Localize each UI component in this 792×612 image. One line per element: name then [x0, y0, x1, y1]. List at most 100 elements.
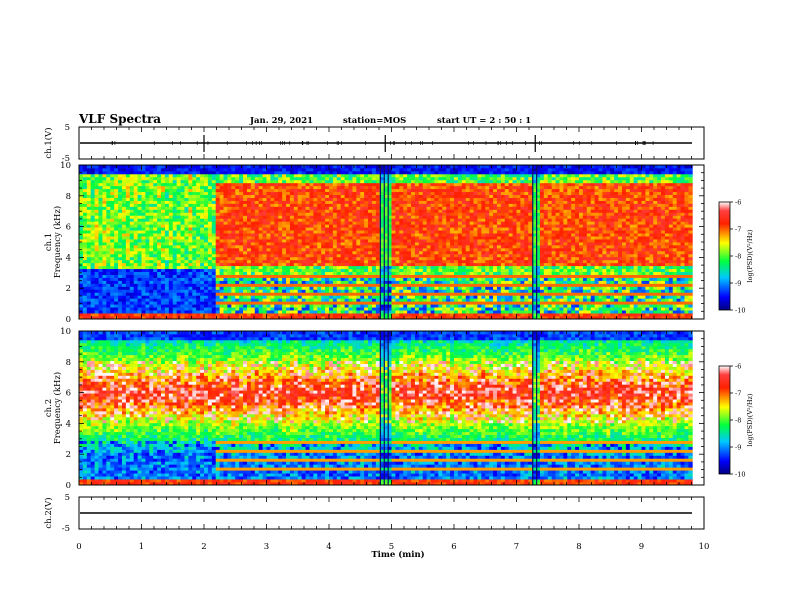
spectrogram-cell [141, 227, 146, 231]
spectrogram-cell [395, 230, 400, 234]
spectrogram-cell [411, 209, 416, 213]
spectrogram-cell [329, 182, 334, 187]
spectrogram-cell [211, 271, 217, 275]
spectrogram-cell [211, 307, 217, 311]
spectrogram-cell [114, 197, 119, 201]
spectrogram-cell [352, 215, 357, 219]
spectrogram-cell [204, 304, 209, 308]
spectrogram-cell [161, 200, 166, 204]
spectrogram-cell [293, 244, 299, 249]
spectrogram-cell [387, 188, 392, 193]
spectrogram-cell [235, 173, 240, 178]
spectrogram-cell [79, 215, 84, 219]
spectrogram-cell [360, 307, 365, 311]
spectrogram-cell [98, 307, 103, 311]
spectrogram-cell [293, 283, 299, 287]
spectrogram-cell [258, 242, 263, 246]
spectrogram-cell [188, 170, 193, 175]
spectrogram-cell [375, 271, 381, 275]
spectrogram-cell [383, 304, 388, 308]
spectrogram-cell [309, 295, 314, 299]
spectrogram-cell [246, 268, 252, 273]
spectrogram-cell [250, 310, 256, 314]
spectrogram-cell [375, 242, 381, 246]
spectrogram-cell [180, 176, 185, 181]
spectrogram-cell [110, 271, 115, 275]
spectrogram-cell [180, 292, 185, 296]
spectrogram-cell [399, 221, 404, 225]
spectrogram-cell [223, 218, 228, 222]
spectrogram-cell [98, 227, 103, 231]
spectrogram-cell [243, 280, 248, 284]
spectrogram-cell [121, 256, 127, 261]
spectrogram-cell [289, 224, 295, 228]
spectrogram-cell [90, 298, 96, 302]
spectrogram-cell [94, 289, 99, 293]
spectrogram-cell [207, 236, 213, 240]
spectrogram-cell [379, 188, 385, 193]
spectrogram-cell [375, 256, 381, 261]
spectrogram-cell [278, 307, 283, 311]
spectrogram-cell [168, 215, 174, 219]
spectrogram-cell [145, 316, 150, 320]
spectrogram-cell [231, 265, 236, 270]
spectrogram-cell [106, 176, 111, 181]
spectrogram-cell [434, 259, 439, 264]
spectrogram-cell [114, 253, 119, 258]
spectrogram-cell [301, 218, 306, 222]
spectrogram-cell [399, 268, 404, 273]
spectrogram-cell [368, 242, 373, 246]
spectrogram-cell [254, 271, 260, 275]
spectrogram-cell [90, 170, 96, 175]
spectrogram-cell [243, 304, 248, 308]
spectrogram-cell [438, 307, 443, 311]
spectrogram-cell [395, 247, 400, 252]
spectrogram-cell [262, 289, 267, 293]
spectrogram-cell [309, 259, 314, 264]
spectrogram-cell [172, 301, 178, 305]
spectrogram-cell [82, 197, 88, 201]
spectrogram-cell [188, 197, 193, 201]
spectrogram-cell [430, 188, 435, 193]
spectrogram-cell [301, 197, 306, 201]
spectrogram-cell [368, 271, 373, 275]
spectrogram-cell [110, 173, 115, 178]
spectrogram-cell [211, 310, 217, 314]
spectrogram-cell [321, 298, 326, 302]
spectrogram-cell [153, 233, 158, 237]
spectrogram-cell [141, 289, 146, 293]
spectrogram-cell [250, 265, 256, 270]
spectrogram-cell [106, 191, 111, 196]
spectrogram-cell [121, 280, 127, 284]
spectrogram-cell [215, 283, 221, 287]
spectrogram-cell [246, 173, 252, 178]
spectrogram-cell [145, 224, 150, 228]
spectrogram-cell [399, 310, 404, 314]
spectrogram-cell [305, 176, 310, 181]
spectrogram-cell [340, 215, 346, 219]
spectrogram-cell [121, 247, 127, 252]
spectrogram-cell [180, 203, 185, 207]
spectrogram-cell [395, 289, 400, 293]
spectrogram-cell [133, 206, 138, 210]
spectrogram-cell [434, 274, 439, 278]
spectrogram-cell [204, 233, 209, 237]
spectrogram-cell [223, 224, 228, 228]
spectrogram-cell [321, 182, 326, 187]
spectrogram-cell [262, 307, 267, 311]
spectrogram-cell [243, 271, 248, 275]
spectrogram-cell [387, 230, 392, 234]
spectrogram-cell [235, 256, 240, 261]
spectrogram-cell [422, 253, 428, 258]
spectrogram-cell [407, 286, 412, 290]
spectrogram-cell [391, 191, 396, 196]
spectrogram-cell [184, 215, 189, 219]
spectrogram-cell [418, 295, 424, 299]
spectrogram-cell [121, 274, 127, 278]
spectrogram-cell [239, 289, 244, 293]
spectrogram-cell [137, 313, 142, 317]
spectrogram-cell [110, 277, 115, 281]
spectrogram-cell [239, 224, 244, 228]
spectrogram-cell [395, 316, 400, 320]
spectrogram-cell [270, 274, 275, 278]
